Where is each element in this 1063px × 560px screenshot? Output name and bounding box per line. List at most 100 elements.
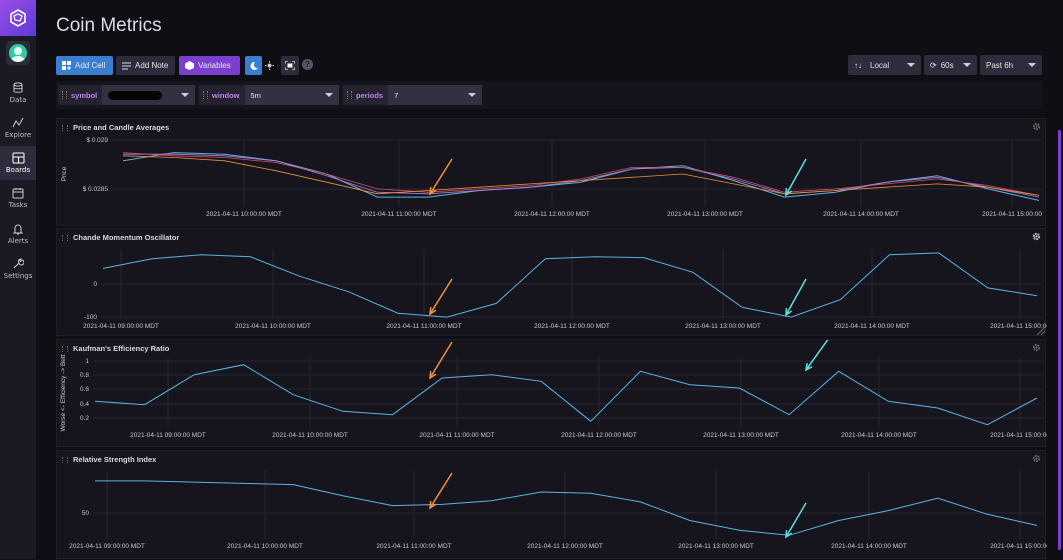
- refresh-icon: ⟳: [930, 61, 937, 70]
- x-tick-label: 2021-04-11 12:00:00 MDT: [527, 543, 603, 550]
- variable-value[interactable]: [102, 85, 195, 105]
- x-tick-label: 2021-04-11 09:00:00 MDT: [69, 543, 145, 550]
- y-axis-label: Price: [61, 166, 68, 181]
- x-tick-label: 2021-04-11 11:00:00 MDT: [361, 211, 436, 218]
- x-tick-label: 2021-04-11 10:00:00 MDT: [206, 211, 282, 218]
- panel-price-candle-averages[interactable]: Price and Candle Averages $ 0.029$ 0.028…: [56, 118, 1046, 226]
- variable-name: symbol: [58, 85, 102, 105]
- x-tick-label: 2021-04-11 10:00:00 MDT: [272, 432, 348, 439]
- x-tick-label: 2021-04-11 10:00:00 MDT: [235, 323, 311, 330]
- boards-icon: [12, 152, 25, 164]
- resize-handle-icon[interactable]: [1035, 325, 1045, 335]
- x-tick-label: 2021-04-11 13:00:00 MDT: [667, 211, 743, 218]
- cube-icon: [185, 61, 194, 70]
- sidebar: Data Explore Boards Tasks Alerts Setting…: [0, 0, 36, 559]
- fullscreen-icon: [285, 61, 295, 70]
- y-tick-label: 1: [85, 358, 89, 365]
- sidebar-item-alerts[interactable]: Alerts: [0, 217, 36, 251]
- chevron-down-icon: [181, 93, 189, 97]
- time-range-value: Past 6h: [986, 61, 1013, 70]
- y-tick-label: 0.4: [80, 401, 89, 408]
- timezone-dropdown[interactable]: ↑↓ Local: [848, 55, 921, 75]
- x-tick-label: 2021-04-11 11:00:00 MDT: [419, 432, 494, 439]
- sidebar-item-label: Boards: [6, 166, 30, 174]
- annotation-arrow: [806, 340, 829, 370]
- chevron-down-icon: [468, 93, 476, 97]
- y-tick-label: 50: [82, 510, 90, 517]
- variable-value-text: 7: [394, 91, 398, 100]
- annotation-arrow: [430, 473, 452, 508]
- x-tick-label: 2021-04-11 13:00:00 MDT: [703, 432, 779, 439]
- page-title: Coin Metrics: [56, 15, 162, 37]
- sidebar-item-label: Settings: [4, 272, 33, 280]
- variables-label: Variables: [198, 61, 231, 70]
- sidebar-item-label: Explore: [5, 131, 31, 139]
- light-mode-toggle[interactable]: [262, 56, 278, 75]
- timezone-icon: ↑↓: [854, 61, 862, 70]
- sidebar-item-tasks[interactable]: Tasks: [0, 181, 36, 215]
- chevron-down-icon: [1028, 63, 1036, 67]
- database-icon: [12, 82, 24, 94]
- sidebar-item-label: Alerts: [8, 237, 28, 245]
- x-tick-label: 2021-04-11 12:00:00 MDT: [561, 432, 637, 439]
- x-tick-label: 2021-04-11 09:00:00 MDT: [83, 323, 159, 330]
- y-tick-label: 0: [93, 281, 97, 288]
- sidebar-item-explore[interactable]: Explore: [0, 111, 36, 145]
- chevron-down-icon: [907, 63, 915, 67]
- annotation-arrow: [786, 503, 806, 537]
- x-tick-label: 2021-04-11 14:00:00 MDT: [831, 543, 907, 550]
- variable-name: periods: [343, 85, 388, 105]
- timezone-value: Local: [870, 61, 889, 70]
- refresh-value: 60s: [941, 61, 954, 70]
- sidebar-item-label: Tasks: [9, 201, 28, 209]
- variable-window[interactable]: window 5m: [199, 85, 339, 105]
- add-note-label: Add Note: [135, 61, 168, 70]
- variable-value-text: 5m: [251, 91, 261, 100]
- add-cell-button[interactable]: Add Cell: [56, 56, 113, 75]
- add-note-button[interactable]: Add Note: [116, 56, 175, 75]
- presentation-mode-button[interactable]: [281, 56, 299, 75]
- variables-bar: symbol window 5m periods 7: [56, 81, 1042, 109]
- series-line: [95, 481, 1037, 535]
- chevron-down-icon: [963, 63, 971, 67]
- x-tick-label: 2021-04-11 14:00:00 MDT: [841, 432, 917, 439]
- refresh-dropdown[interactable]: ⟳ 60s: [924, 55, 977, 75]
- variable-periods[interactable]: periods 7: [343, 85, 482, 105]
- moon-icon: [249, 61, 258, 70]
- y-tick-label: $ 0.029: [86, 137, 108, 144]
- y-tick-label: 0.8: [80, 372, 89, 379]
- dark-mode-toggle[interactable]: [245, 56, 262, 75]
- x-tick-label: 2021-04-11 14:00:00 MDT: [823, 211, 899, 218]
- annotation-arrow: [430, 342, 452, 378]
- x-tick-label: 2021-04-11 11:00:00 MDT: [376, 543, 451, 550]
- sidebar-item-boards[interactable]: Boards: [0, 146, 36, 180]
- x-tick-label: 2021-04-11 13:00:00 MDT: [685, 323, 761, 330]
- x-tick-label: 2021-04-11 11:00:00 MDT: [386, 323, 461, 330]
- scrollbar[interactable]: [1058, 130, 1061, 550]
- series-line: [95, 365, 1037, 425]
- bell-icon: [12, 223, 24, 235]
- sidebar-item-settings[interactable]: Settings: [0, 252, 36, 286]
- variable-value[interactable]: 7: [388, 85, 482, 105]
- logo-icon[interactable]: [0, 0, 36, 36]
- annotation-arrow: [786, 159, 806, 195]
- y-tick-label: 0.2: [80, 415, 89, 422]
- time-range-dropdown[interactable]: Past 6h: [980, 55, 1042, 75]
- avatar[interactable]: [6, 41, 30, 65]
- series-line: [123, 153, 1039, 201]
- variables-button[interactable]: Variables: [179, 56, 240, 75]
- help-icon[interactable]: ?: [302, 59, 313, 70]
- variable-value[interactable]: 5m: [245, 85, 340, 105]
- x-tick-label: 2021-04-11 15:00:00: [982, 211, 1042, 218]
- variable-symbol[interactable]: symbol: [58, 85, 195, 105]
- x-tick-label: 2021-04-11 09:00:00 MDT: [130, 432, 206, 439]
- sidebar-item-data[interactable]: Data: [0, 76, 36, 110]
- x-tick-label: 2021-04-11 12:00:00 MDT: [514, 211, 590, 218]
- x-tick-label: 2021-04-11 14:00:00 MDT: [834, 323, 910, 330]
